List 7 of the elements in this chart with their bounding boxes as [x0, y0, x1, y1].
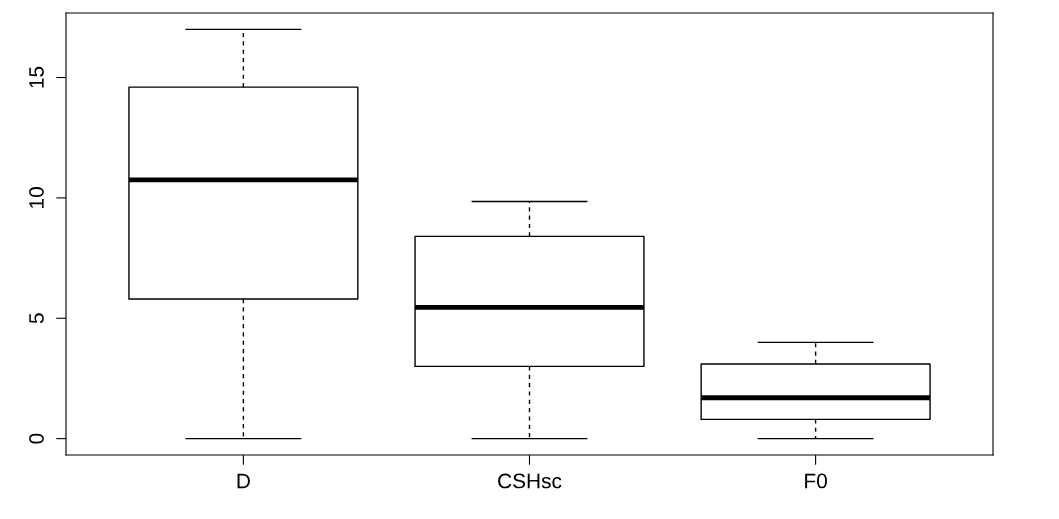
x-tick-label: CSHsc — [498, 473, 562, 489]
x-tick-label: D — [237, 473, 250, 489]
y-tick-label: 15 — [29, 66, 44, 88]
y-tick-label: 10 — [29, 187, 44, 208]
x-tick-label: F0 — [805, 473, 827, 489]
y-tick-label: 5 — [29, 313, 44, 324]
y-tick-label: 0 — [29, 433, 44, 444]
